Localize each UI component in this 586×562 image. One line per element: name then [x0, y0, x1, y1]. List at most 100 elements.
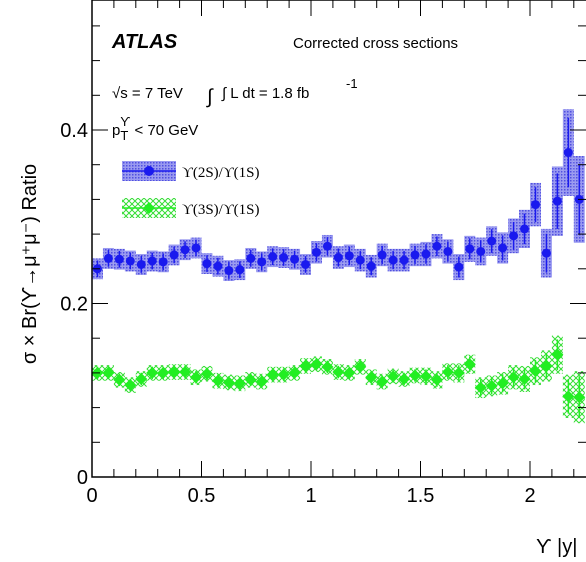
point-3s [168, 366, 181, 379]
chart-subtitle: Corrected cross sections [293, 35, 458, 52]
legend-marker-2s [144, 166, 154, 176]
legend: ϒ(2S)/ϒ(1S) ϒ(3S)/ϒ(1S) [122, 161, 260, 218]
point-2s [563, 148, 573, 158]
point-2s [257, 257, 267, 267]
energy-label: √s = 7 TeV [112, 85, 183, 102]
point-2s [290, 254, 300, 264]
point-3s [157, 366, 170, 379]
point-3s [211, 374, 224, 387]
point-3s [179, 366, 192, 379]
point-3s [266, 368, 279, 381]
point-2s [136, 259, 146, 269]
point-2s [410, 250, 420, 260]
point-2s [344, 251, 354, 261]
point-2s [443, 246, 453, 256]
point-3s [222, 376, 235, 389]
point-2s [399, 255, 409, 265]
point-2s [311, 247, 321, 257]
y-axis-title: σ × Br(ϒ→μ⁺μ⁻) Ratio [19, 164, 41, 364]
point-3s [190, 371, 203, 384]
point-3s [409, 369, 422, 382]
point-2s [158, 257, 168, 267]
point-3s [113, 373, 126, 386]
point-3s [463, 358, 476, 371]
y-tick-label: 0.4 [60, 120, 88, 142]
point-2s [103, 253, 113, 263]
point-3s [124, 379, 137, 392]
x-tick-label: 1.5 [407, 485, 435, 507]
cut-rest: < 70 GeV [130, 122, 198, 139]
point-2s [246, 253, 256, 263]
point-2s [388, 255, 398, 265]
point-2s [552, 196, 562, 206]
y-tick-labels: 0 0.2 0.4 [60, 120, 88, 489]
point-3s [496, 377, 509, 390]
point-2s [213, 261, 223, 271]
point-2s [530, 200, 540, 210]
x-tick-label: 1 [305, 485, 316, 507]
point-2s [541, 248, 551, 258]
point-2s [279, 253, 289, 263]
point-2s [235, 265, 245, 275]
point-2s [377, 250, 387, 260]
point-3s [255, 375, 268, 388]
point-2s [191, 243, 201, 253]
point-3s [354, 360, 367, 373]
point-2s [333, 253, 343, 263]
point-3s [419, 370, 432, 383]
point-3s [485, 379, 498, 392]
lumi-exponent: -1 [346, 76, 358, 91]
point-2s [355, 255, 365, 265]
plot-frame [91, 0, 586, 478]
point-3s [441, 366, 454, 379]
point-2s [509, 231, 519, 241]
point-2s [169, 250, 179, 260]
point-2s [125, 256, 135, 266]
point-2s [202, 259, 212, 269]
point-3s [430, 373, 443, 386]
point-2s [268, 252, 278, 262]
point-2s [322, 241, 332, 251]
point-3s [299, 359, 312, 372]
cut-p: p [112, 122, 120, 139]
legend-label-3s: ϒ(3S)/ϒ(1S) [182, 202, 260, 218]
legend-label-2s: ϒ(2S)/ϒ(1S) [182, 165, 260, 181]
point-3s [540, 359, 553, 372]
point-2s [147, 256, 157, 266]
point-3s [551, 348, 564, 361]
point-3s [321, 360, 334, 373]
x-tick-label: 0 [86, 485, 97, 507]
point-2s [366, 261, 376, 271]
point-3s [233, 377, 246, 390]
point-3s [518, 372, 531, 385]
point-3s [376, 375, 389, 388]
point-3s [387, 370, 400, 383]
x-axis-title: ϒ |y| [536, 536, 577, 558]
point-2s [114, 254, 124, 264]
point-3s [507, 371, 520, 384]
point-3s [452, 366, 465, 379]
point-3s [277, 368, 290, 381]
point-3s [573, 391, 586, 404]
point-2s [454, 262, 464, 272]
experiment-label: ATLAS [111, 31, 178, 53]
point-3s [200, 367, 213, 380]
point-3s [562, 390, 575, 403]
point-2s [301, 259, 311, 269]
point-3s [474, 381, 487, 394]
point-3s [102, 366, 115, 379]
x-tick-labels: 0 0.5 1 1.5 2 [86, 485, 535, 507]
point-2s [520, 224, 530, 234]
cut-label: pTϒ < 70 GeV [112, 114, 198, 143]
point-2s [465, 244, 475, 254]
point-2s [432, 241, 442, 251]
point-3s [244, 373, 257, 386]
y-tick-label: 0.2 [60, 294, 88, 316]
point-3s [529, 365, 542, 378]
cut-superscript: ϒ [120, 114, 130, 129]
integral-symbol: ∫ [206, 86, 214, 108]
point-3s [288, 366, 301, 379]
point-3s [332, 366, 345, 379]
point-2s [476, 246, 486, 256]
